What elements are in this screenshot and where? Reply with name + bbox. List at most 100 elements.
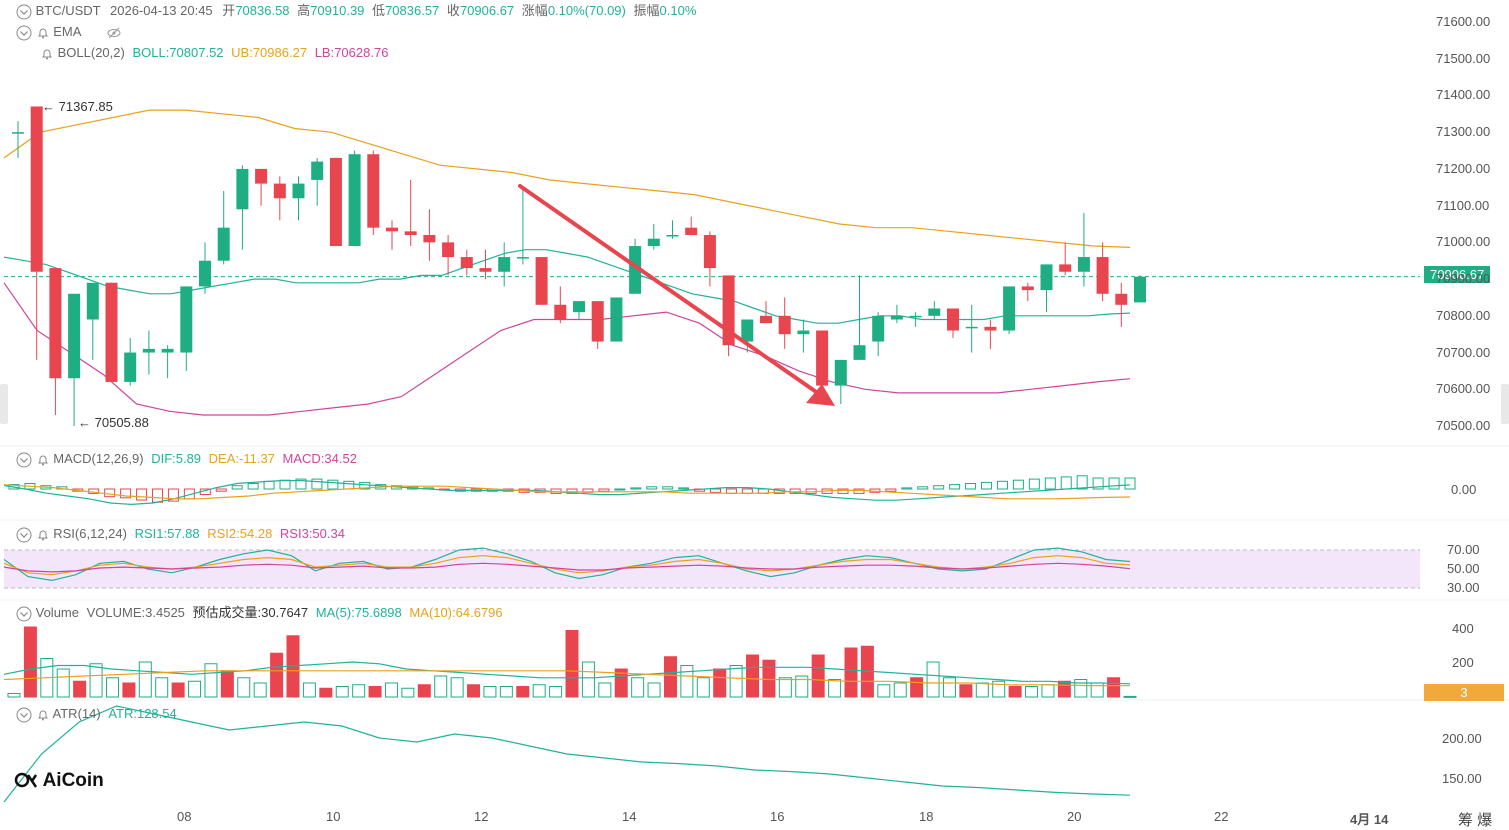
volume-bar (844, 647, 858, 698)
price-tick-label: 70600.00 (1436, 381, 1491, 397)
macd-bar (917, 486, 929, 490)
high-marker: ← 71367.85 (42, 99, 113, 114)
eye-off-icon[interactable] (106, 26, 122, 40)
volume-bar (1123, 695, 1137, 698)
volume-bar (23, 626, 37, 698)
candle-body (142, 348, 155, 353)
atr-row: ATR(14) ATR:128.54 (16, 706, 177, 723)
volume-bar (384, 682, 398, 698)
close-label: 收 (446, 3, 460, 18)
low-marker: ← 70505.88 (78, 415, 149, 430)
volume-bar (7, 693, 21, 698)
macd-label: MACD(12,26,9) (53, 451, 144, 466)
candle-body (853, 345, 866, 360)
candle-body (685, 227, 698, 236)
volume-bar (828, 679, 842, 698)
collapse-chevron-icon[interactable] (16, 606, 32, 622)
macd-bar (263, 480, 275, 490)
rsi2: RSI2:54.28 (207, 526, 273, 541)
last-price-tag: 70906.67 (1424, 266, 1491, 283)
candle-body (1021, 286, 1034, 291)
volume-bar (893, 682, 907, 698)
volume-value: VOLUME:3.4525 (86, 605, 185, 620)
macd-bar (981, 481, 993, 490)
candle-body (217, 227, 230, 261)
corner-tools[interactable]: 筹 爆 (1458, 812, 1493, 829)
volume-label: Volume (35, 605, 79, 620)
collapse-chevron-icon[interactable] (16, 707, 32, 723)
candle-body (367, 154, 380, 228)
macd-dea: DEA:-11.37 (208, 451, 275, 466)
candle-body (124, 352, 137, 382)
macd-bar (1028, 478, 1040, 490)
volume-bar (778, 677, 792, 698)
candle-body (629, 246, 642, 294)
volume-bar (1025, 686, 1039, 698)
high-label: 高 (297, 3, 311, 18)
price-tick-label: 71400.00 (1436, 87, 1491, 103)
volume-bar (401, 687, 415, 698)
candle-body (554, 304, 567, 320)
x-tick-label: 16 (770, 809, 785, 824)
bell-icon[interactable] (36, 26, 50, 40)
volume-bar (565, 630, 579, 698)
candle-body (834, 359, 847, 386)
x-tick-label: 22 (1214, 809, 1229, 824)
rsi-band (4, 550, 1420, 588)
collapse-chevron-icon[interactable] (16, 4, 32, 20)
x-tick-label: 4月 14 (1350, 812, 1389, 827)
macd-bar (151, 488, 163, 503)
candle-body (890, 315, 903, 320)
atr-tick-label: 200.00 (1442, 731, 1482, 746)
bell-icon[interactable] (36, 708, 50, 722)
amp-value: 0.10% (659, 3, 697, 18)
left-scroll-handle[interactable] (0, 384, 8, 424)
volume-bar (434, 675, 448, 698)
macd-bar (295, 478, 307, 490)
candle-body (741, 319, 754, 342)
candle-body (68, 293, 81, 379)
datetime: 2026-04-13 20:45 (110, 3, 213, 18)
boll-ub: UB:70986.27 (231, 45, 308, 60)
volume-bar (926, 661, 940, 698)
macd-bar (949, 484, 961, 490)
candle-body (292, 183, 305, 199)
candle-body (928, 308, 941, 316)
volume-bar (335, 686, 349, 698)
volume-bar (549, 686, 563, 698)
x-tick-label: 08 (177, 809, 192, 824)
right-scroll-handle[interactable] (1501, 384, 1509, 424)
collapse-chevron-icon[interactable] (16, 452, 32, 468)
collapse-chevron-icon[interactable] (16, 25, 32, 41)
macd-bar (1076, 475, 1088, 490)
bell-icon[interactable] (36, 453, 50, 467)
bell-icon[interactable] (40, 47, 54, 61)
rsi-row: RSI(6,12,24) RSI1:57.88 RSI2:54.28 RSI3:… (16, 526, 345, 543)
low-label: 低 (372, 3, 386, 18)
volume-bar (89, 663, 103, 698)
price-tick-label: 71300.00 (1436, 124, 1491, 140)
volume-bar (762, 659, 776, 698)
macd-row: MACD(12,26,9) DIF:5.89 DEA:-11.37 MACD:3… (16, 451, 357, 468)
volume-bar (450, 677, 464, 698)
volume-row: Volume VOLUME:3.4525 预估成交量:30.7647 MA(5)… (16, 605, 503, 622)
volume-bar (138, 661, 152, 698)
macd-dif-line (3, 480, 1131, 506)
collapse-chevron-icon[interactable] (16, 527, 32, 543)
volume-bar (171, 682, 185, 698)
volume-bar (975, 682, 989, 698)
macd-bar (279, 479, 291, 490)
candle-body (647, 238, 660, 247)
macd-dea-line (3, 484, 1131, 500)
volume-bar (56, 668, 70, 698)
macd-bar (1108, 477, 1120, 490)
volume-bar (581, 661, 595, 698)
bell-icon[interactable] (36, 528, 50, 542)
candle-body (12, 132, 24, 134)
volume-bar (1057, 680, 1071, 698)
candle-body (180, 286, 193, 353)
macd-bar (1092, 477, 1104, 490)
macd-bar (885, 488, 897, 492)
volume-bar (270, 652, 284, 698)
